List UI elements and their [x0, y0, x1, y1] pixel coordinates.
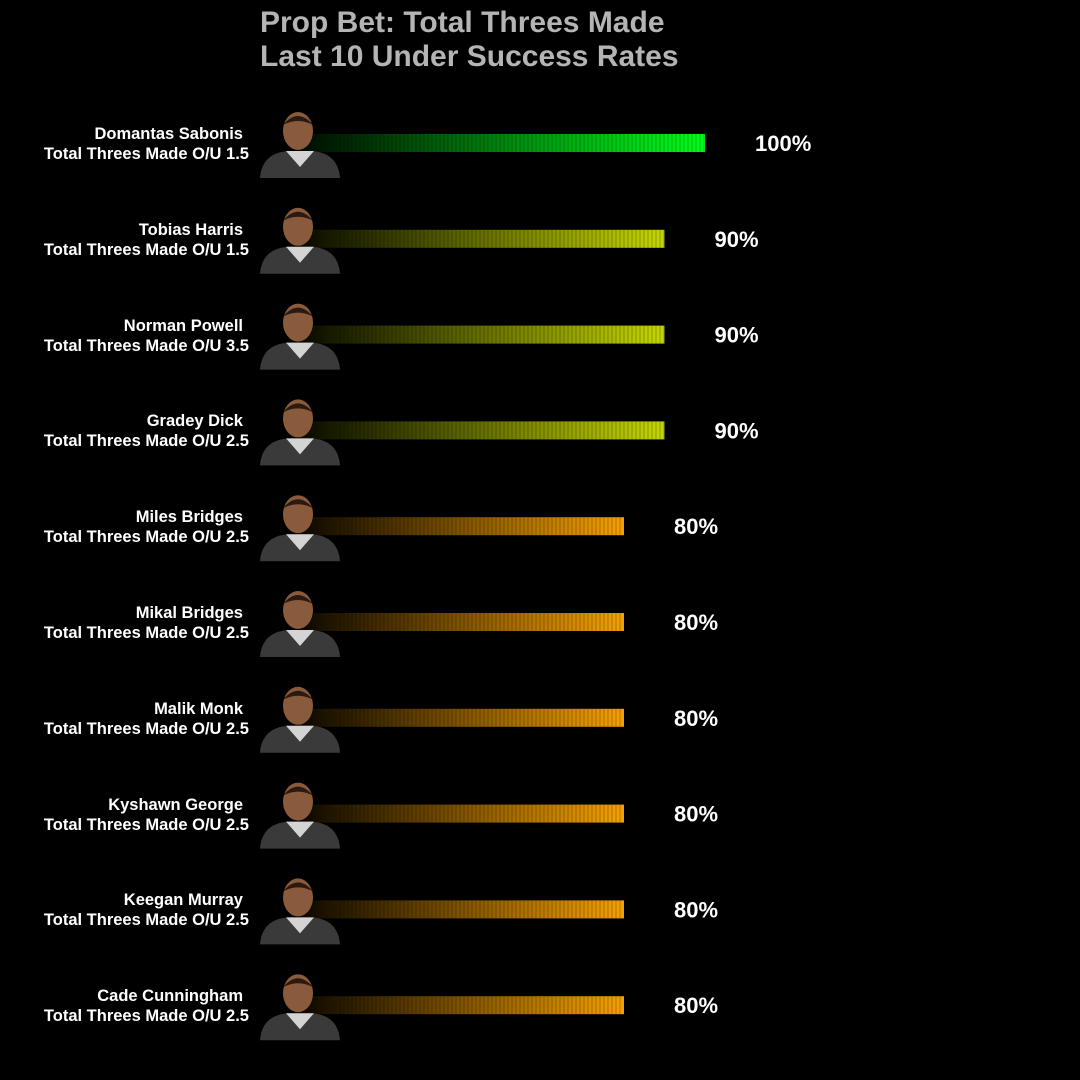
bar	[300, 900, 624, 919]
bar-stripes	[339, 325, 665, 344]
player-name: Kyshawn George	[108, 795, 243, 814]
data-label: 80%	[674, 993, 718, 1018]
bar-stripes	[339, 996, 621, 1015]
row-label: Cade Cunningham Total Threes Made O/U 2.5	[0, 986, 249, 1026]
player-name: Mikal Bridges	[135, 604, 243, 622]
player-name: Keegan Murray	[123, 891, 243, 910]
player-headshot-icon	[260, 303, 340, 370]
bar	[300, 708, 624, 727]
data-label: 80%	[674, 802, 718, 827]
bar	[300, 517, 624, 536]
prop-line: Total Threes Made O/U 2.5	[43, 911, 249, 930]
prop-line: Total Threes Made O/U 1.5	[43, 240, 249, 259]
player-name: Tobias Harris	[138, 220, 243, 239]
bar-stripes	[339, 421, 665, 440]
prop-line: Total Threes Made O/U 2.5	[43, 624, 249, 642]
prop-line: Total Threes Made O/U 3.5	[43, 336, 249, 355]
data-label: 90%	[715, 418, 759, 443]
prop-line: Total Threes Made O/U 2.5	[43, 719, 249, 738]
player-headshot-icon	[260, 399, 340, 466]
player-headshot-icon	[260, 591, 340, 657]
player-headshot-icon	[260, 782, 340, 849]
player-headshot-icon	[260, 878, 340, 945]
data-label: 80%	[674, 706, 718, 731]
prop-line: Total Threes Made O/U 2.5	[43, 1007, 249, 1026]
bar-stripes	[339, 229, 665, 248]
bar-stripes	[339, 517, 621, 536]
prop-line: Total Threes Made O/U 2.5	[43, 815, 249, 834]
row-label: Domantas Sabonis Total Threes Made O/U 1.…	[0, 124, 249, 164]
player-headshot-icon	[260, 495, 340, 562]
chart-title-line-2: Last 10 Under Success Rates	[260, 40, 679, 73]
row-label: Gradey Dick Total Threes Made O/U 2.5	[0, 411, 249, 451]
row-label: Malik Monk Total Threes Made O/U 2.5	[0, 699, 249, 739]
data-label: 90%	[715, 323, 759, 348]
player-name: Domantas Sabonis	[94, 125, 243, 143]
row-label: Mikal Bridges Total Threes Made O/U 2.5	[0, 603, 249, 643]
bar-stripes	[339, 900, 621, 919]
player-name: Norman Powell	[123, 316, 243, 335]
bar-stripes	[339, 613, 621, 631]
data-label: 80%	[674, 610, 718, 635]
data-label: 90%	[715, 227, 759, 252]
bar	[300, 325, 665, 344]
player-name: Cade Cunningham	[97, 987, 243, 1006]
bar	[300, 613, 624, 631]
bar	[300, 804, 624, 823]
player-headshot-icon	[260, 686, 340, 753]
data-label: 80%	[674, 514, 718, 539]
player-name: Miles Bridges	[135, 508, 243, 527]
chart-title-line-1: Prop Bet: Total Threes Made	[260, 6, 665, 39]
row-label: Miles Bridges Total Threes Made O/U 2.5	[0, 507, 249, 547]
player-headshot-icon	[260, 112, 340, 178]
player-headshot-icon	[260, 974, 340, 1041]
data-label: 100%	[755, 131, 811, 156]
row-label: Kyshawn George Total Threes Made O/U 2.5	[0, 795, 249, 835]
bar-stripes	[339, 804, 621, 823]
bar	[300, 421, 665, 440]
player-headshot-icon	[260, 207, 340, 274]
prop-line: Total Threes Made O/U 2.5	[43, 528, 249, 547]
player-name: Malik Monk	[154, 699, 243, 718]
bar-stripes	[339, 708, 621, 727]
player-name: Gradey Dick	[146, 412, 243, 431]
prop-line: Total Threes Made O/U 2.5	[43, 432, 249, 451]
prop-line: Total Threes Made O/U 1.5	[43, 145, 249, 163]
data-label: 80%	[674, 897, 718, 922]
bar	[300, 996, 624, 1015]
row-label: Keegan Murray Total Threes Made O/U 2.5	[0, 890, 249, 930]
row-label: Tobias Harris Total Threes Made O/U 1.5	[0, 220, 249, 260]
bar	[300, 229, 665, 248]
row-label: Norman Powell Total Threes Made O/U 3.5	[0, 316, 249, 356]
bar-stripes	[339, 134, 705, 152]
bar	[300, 134, 705, 152]
chart-title: Prop Bet: Total Threes Made Last 10 Unde…	[260, 6, 679, 74]
